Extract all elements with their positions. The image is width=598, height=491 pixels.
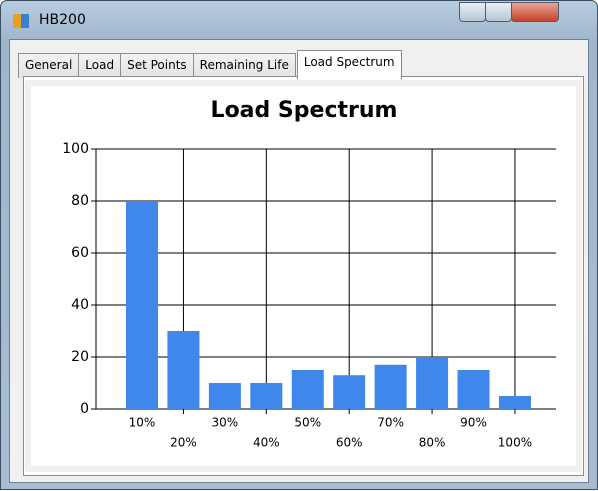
x-tick-label: 50% (294, 416, 321, 430)
bar (416, 357, 448, 409)
x-tick-label: 80% (419, 436, 446, 450)
bar (209, 383, 241, 409)
x-tick-label: 90% (460, 416, 487, 430)
bar (333, 375, 365, 409)
x-tick-label: 10% (129, 416, 156, 430)
bar (499, 396, 531, 409)
bar (250, 383, 282, 409)
x-tick-label: 60% (336, 436, 363, 450)
x-tick-label: 40% (253, 436, 280, 450)
y-tick-label: 60 (71, 245, 89, 261)
x-tick-label: 70% (377, 416, 404, 430)
tab[interactable]: Load Spectrum (297, 50, 402, 79)
chart-title: Load Spectrum (211, 98, 398, 123)
x-tick-label: 100% (498, 436, 532, 450)
bar (292, 370, 324, 409)
x-tick-label: 20% (170, 436, 197, 450)
y-tick-label: 100 (62, 141, 89, 157)
y-tick-label: 40 (71, 297, 89, 313)
bar (167, 331, 199, 409)
y-tick-label: 80 (71, 193, 89, 209)
bar (458, 370, 490, 409)
bar (126, 201, 158, 409)
window: HB200 GeneralLoadSet PointsRemaining Lif… (0, 0, 598, 490)
y-tick-label: 20 (71, 349, 89, 365)
x-tick-label: 30% (212, 416, 239, 430)
y-tick-label: 0 (80, 401, 89, 417)
bar (375, 365, 407, 409)
